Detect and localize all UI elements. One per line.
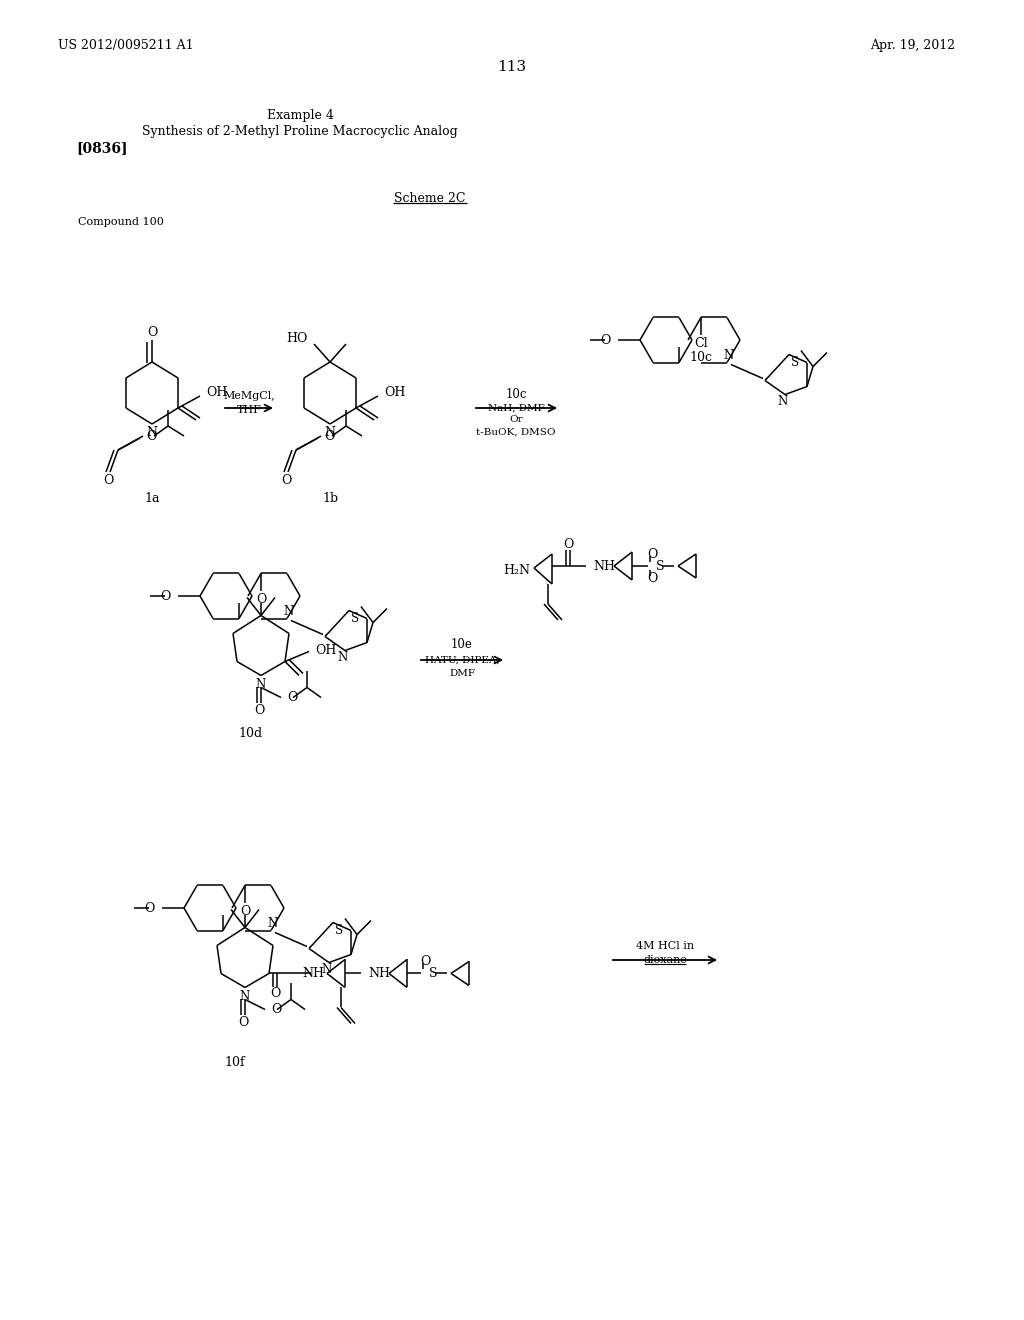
Text: Or: Or — [509, 416, 523, 425]
Text: N: N — [240, 990, 250, 1003]
Text: 10e: 10e — [451, 639, 473, 652]
Text: O: O — [161, 590, 171, 602]
Text: OH: OH — [315, 644, 336, 657]
Text: H₂N: H₂N — [503, 564, 530, 577]
Text: N: N — [284, 605, 294, 618]
Text: 113: 113 — [498, 59, 526, 74]
Text: US 2012/0095211 A1: US 2012/0095211 A1 — [58, 40, 194, 53]
Text: O: O — [240, 906, 250, 917]
Text: 1a: 1a — [144, 491, 160, 504]
Text: 1b: 1b — [322, 491, 338, 504]
Text: O: O — [287, 690, 297, 704]
Text: S: S — [429, 968, 437, 979]
Text: NH: NH — [593, 560, 615, 573]
Text: S: S — [791, 356, 799, 370]
Text: N: N — [146, 425, 158, 438]
Text: N: N — [338, 651, 348, 664]
Text: dioxane: dioxane — [643, 954, 687, 965]
Text: S: S — [335, 924, 343, 937]
Text: O: O — [144, 902, 155, 915]
Text: 10c: 10c — [689, 351, 713, 364]
Text: O: O — [256, 593, 266, 606]
Text: N: N — [322, 964, 332, 975]
Text: 10d: 10d — [239, 727, 263, 741]
Text: Cl: Cl — [694, 337, 708, 350]
Text: O: O — [647, 548, 657, 561]
Text: 10f: 10f — [224, 1056, 246, 1069]
Text: 10c: 10c — [505, 388, 526, 400]
Text: O: O — [269, 987, 281, 1001]
Text: O: O — [254, 704, 264, 717]
Text: NH: NH — [302, 968, 324, 979]
Text: N: N — [256, 678, 266, 690]
Text: O: O — [601, 334, 611, 346]
Text: Synthesis of 2-Methyl Proline Macrocyclic Analog: Synthesis of 2-Methyl Proline Macrocycli… — [142, 124, 458, 137]
Text: S: S — [351, 612, 359, 624]
Text: Compound 100: Compound 100 — [78, 216, 164, 227]
Text: O: O — [271, 1003, 282, 1016]
Text: O: O — [420, 954, 430, 968]
Text: O: O — [146, 429, 157, 442]
Text: THF: THF — [237, 405, 261, 414]
Text: HO: HO — [287, 331, 308, 345]
Text: S: S — [656, 560, 665, 573]
Text: t-BuOK, DMSO: t-BuOK, DMSO — [476, 428, 556, 437]
Text: O: O — [238, 1016, 248, 1030]
Text: OH: OH — [384, 387, 406, 400]
Text: N: N — [268, 917, 279, 931]
Text: O: O — [647, 572, 657, 585]
Text: N: N — [325, 425, 336, 438]
Text: N: N — [724, 348, 734, 362]
Text: OH: OH — [206, 387, 227, 400]
Text: O: O — [102, 474, 114, 487]
Text: MeMgCl,: MeMgCl, — [223, 391, 274, 401]
Text: Scheme 2C: Scheme 2C — [394, 191, 466, 205]
Text: Example 4: Example 4 — [266, 108, 334, 121]
Text: NaH, DMF: NaH, DMF — [487, 404, 545, 412]
Text: DMF: DMF — [449, 669, 475, 678]
Text: Apr. 19, 2012: Apr. 19, 2012 — [870, 40, 955, 53]
Text: [0836]: [0836] — [76, 141, 128, 154]
Text: 4M HCl in: 4M HCl in — [636, 941, 694, 950]
Text: O: O — [324, 429, 335, 442]
Text: N: N — [778, 395, 788, 408]
Text: O: O — [563, 537, 573, 550]
Text: O: O — [281, 474, 291, 487]
Text: HATU, DIPEA,: HATU, DIPEA, — [425, 656, 500, 664]
Text: O: O — [146, 326, 158, 338]
Text: NH: NH — [368, 968, 390, 979]
